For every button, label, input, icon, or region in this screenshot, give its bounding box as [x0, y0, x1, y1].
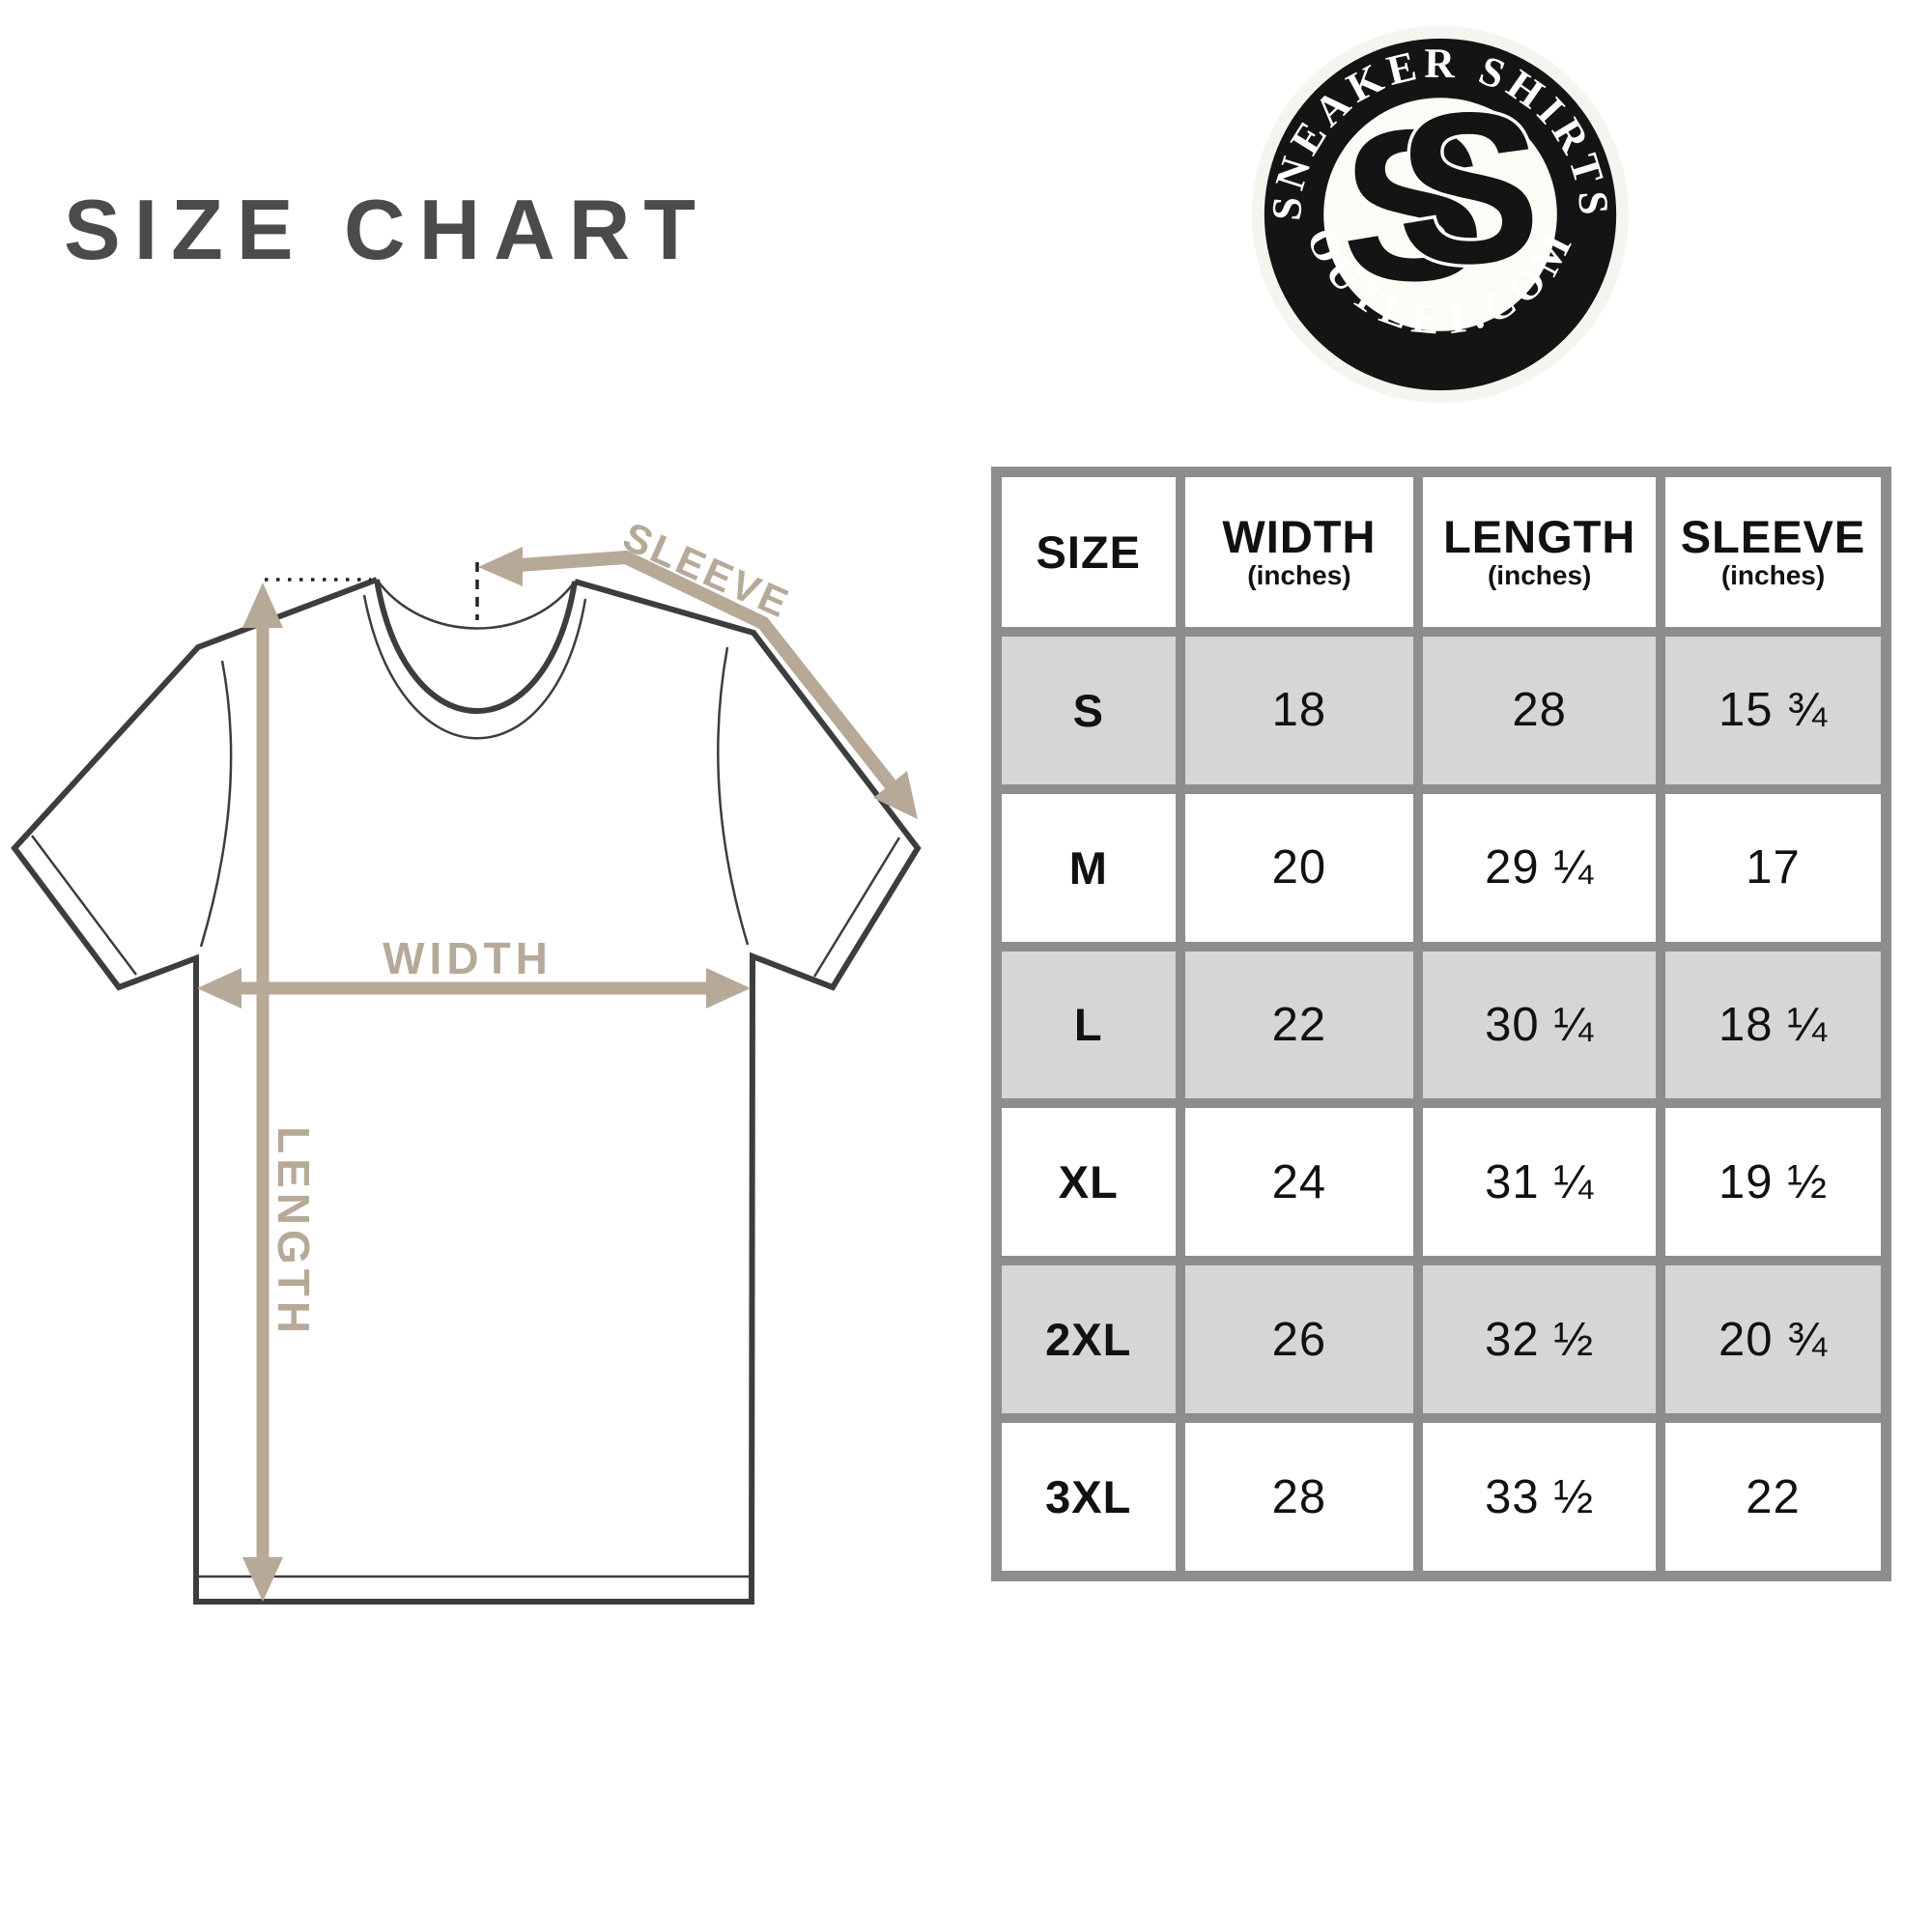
cell-sleeve: 20 ¾: [1665, 1265, 1881, 1414]
cell-size: L: [1002, 951, 1176, 1099]
cell-sleeve: 17: [1665, 793, 1881, 942]
cell-size: S: [1002, 636, 1176, 784]
cell-width: 24: [1184, 1108, 1414, 1257]
cell-sleeve: 19 ½: [1665, 1108, 1881, 1257]
col-header-label: WIDTH: [1222, 510, 1377, 562]
shirt-collar-seam: [362, 594, 587, 740]
width-label: WIDTH: [383, 933, 553, 983]
cell-sleeve: 18 ¼: [1665, 951, 1881, 1099]
width-arrow: [197, 968, 751, 1009]
col-header-width: WIDTH (inches): [1184, 477, 1414, 627]
col-header-label: SLEEVE: [1680, 510, 1866, 562]
shirt-collar-back-seam: [375, 579, 577, 630]
cell-length: 28: [1423, 636, 1657, 784]
shirt-right-armhole-seam: [717, 646, 750, 946]
cell-length: 29 ¼: [1423, 793, 1657, 942]
shirt-neckline: [374, 579, 578, 714]
logo-monogram-s1: S: [1342, 85, 1486, 326]
col-header-sleeve: SLEEVE (inches): [1665, 477, 1881, 627]
cell-width: 28: [1184, 1423, 1414, 1571]
cell-width: 26: [1184, 1265, 1414, 1414]
col-header-label: SIZE: [1036, 526, 1141, 578]
col-header-label: LENGTH: [1443, 510, 1636, 562]
sleeve-arrow: [478, 547, 918, 819]
cell-width: 22: [1184, 951, 1414, 1099]
cell-size: 3XL: [1002, 1423, 1176, 1571]
shirt-left-armhole-seam: [199, 660, 233, 948]
cell-width: 18: [1184, 636, 1414, 784]
brand-logo: S S SNEAKER SHIRTS OUTLET.COM: [1251, 25, 1630, 404]
col-header-sub: (inches): [1247, 560, 1351, 591]
cell-length: 30 ¼: [1423, 951, 1657, 1099]
cell-sleeve: 22: [1665, 1423, 1881, 1571]
cell-length: 32 ½: [1423, 1265, 1657, 1414]
col-header-sub: (inches): [1720, 560, 1826, 591]
page-title: SIZE CHART: [64, 182, 709, 277]
col-header-sub: (inches): [1487, 560, 1592, 591]
cell-size: 2XL: [1002, 1265, 1176, 1414]
shirt-outline: [11, 577, 922, 1605]
cell-size: M: [1002, 793, 1176, 942]
length-label: LENGTH: [269, 1126, 319, 1338]
logo-monogram-s2: S: [1397, 69, 1541, 309]
logo-inner-circle: [1323, 98, 1557, 331]
cell-width: 20: [1184, 793, 1414, 942]
cell-length: 31 ¼: [1423, 1108, 1657, 1257]
cell-size: XL: [1002, 1108, 1176, 1257]
cell-length: 33 ½: [1423, 1423, 1657, 1571]
size-chart-table: SIZE WIDTH (inches) LENGTH (inches) SLEE…: [991, 467, 1891, 1581]
col-header-length: LENGTH (inches): [1423, 477, 1657, 627]
col-header-size: SIZE: [1002, 477, 1176, 627]
length-arrow: [242, 582, 283, 1602]
tshirt-diagram: SLEEVE WIDTH LENGTH: [11, 513, 922, 1605]
shirt-left-cuff-seam: [31, 835, 137, 976]
cell-sleeve: 15 ¾: [1665, 636, 1881, 784]
shirt-right-cuff-seam: [812, 837, 901, 978]
